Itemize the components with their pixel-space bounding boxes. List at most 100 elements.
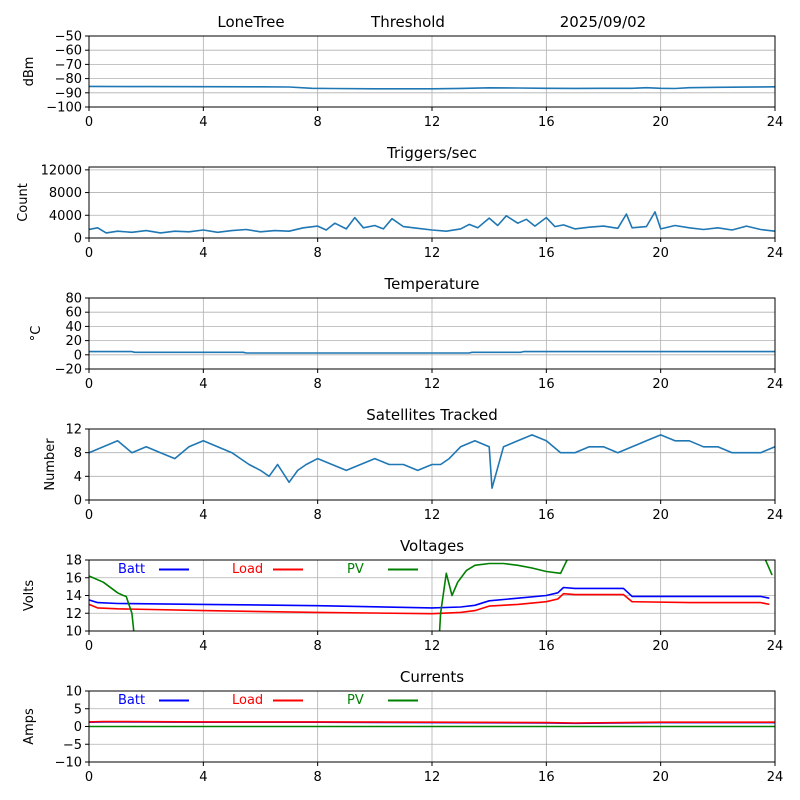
y-tick-label: 16 bbox=[65, 571, 82, 586]
y-tick-label: 12 bbox=[65, 423, 82, 438]
chart-panel-5: 0 4 8 12 16 20 24 10 12 14 16 18 Volts Voltages Batt Lo… bbox=[22, 537, 783, 654]
x-tick-label: 0 bbox=[85, 770, 93, 785]
y-tick-label: −5 bbox=[63, 738, 82, 753]
x-tick-label: 4 bbox=[199, 377, 207, 392]
chart-panel-6: 0 4 8 12 16 20 24 −10 −5 0 5 10 Amps Currents Batt Load… bbox=[22, 668, 783, 785]
y-tick-label: 0 bbox=[74, 232, 82, 247]
x-tick-label: 0 bbox=[85, 639, 93, 654]
x-tick-label: 24 bbox=[767, 508, 784, 523]
x-tick-label: 16 bbox=[538, 377, 555, 392]
series-group bbox=[89, 211, 775, 234]
y-tick-label: 4 bbox=[74, 470, 82, 485]
y-tick-label: 40 bbox=[65, 320, 82, 335]
x-tick-label: 24 bbox=[767, 115, 784, 130]
y-tick-label: 8 bbox=[74, 446, 82, 461]
series-group bbox=[89, 720, 775, 728]
y-tick-label: 18 bbox=[65, 554, 82, 569]
x-tick-label: 12 bbox=[424, 508, 441, 523]
x-tick-label: 8 bbox=[314, 246, 322, 261]
y-tick-label: −60 bbox=[55, 44, 82, 59]
x-tick-label: 0 bbox=[85, 246, 93, 261]
y-tick-label: −70 bbox=[55, 58, 82, 73]
y-axis-label: Count bbox=[16, 183, 31, 222]
x-tick-label: 4 bbox=[199, 508, 207, 523]
x-tick-label: 20 bbox=[652, 508, 669, 523]
series-line-load bbox=[89, 720, 775, 724]
x-tick-label: 8 bbox=[314, 377, 322, 392]
y-tick-label: 14 bbox=[65, 589, 82, 604]
panel-title: Satellites Tracked bbox=[366, 406, 497, 424]
y-tick-label: 8000 bbox=[49, 186, 82, 201]
header-site: LoneTree bbox=[217, 13, 284, 31]
panel-title: Currents bbox=[400, 668, 464, 686]
x-tick-label: 24 bbox=[767, 246, 784, 261]
x-tick-label: 16 bbox=[538, 639, 555, 654]
chart-panel-1: 0 4 8 12 16 20 24 −50−60−70−80−90−100 dBm bbox=[22, 30, 783, 131]
y-tick-label: 0 bbox=[74, 348, 82, 363]
x-tick-label: 4 bbox=[199, 246, 207, 261]
series-group bbox=[89, 85, 775, 90]
x-tick-label: 0 bbox=[85, 508, 93, 523]
y-tick-label: 4000 bbox=[49, 209, 82, 224]
x-tick-label: 8 bbox=[314, 770, 322, 785]
y-tick-label: 20 bbox=[65, 334, 82, 349]
x-tick-label: 20 bbox=[652, 377, 669, 392]
series-group bbox=[89, 434, 775, 490]
x-tick-label: 4 bbox=[199, 115, 207, 130]
y-axis-label: dBm bbox=[22, 57, 37, 87]
y-axis-label: Amps bbox=[22, 708, 37, 745]
x-tick-label: 0 bbox=[85, 377, 93, 392]
series-line bbox=[89, 434, 775, 490]
y-tick-label: 12 bbox=[65, 607, 82, 622]
x-tick-label: 12 bbox=[424, 377, 441, 392]
header-mode: Threshold bbox=[370, 13, 445, 31]
y-tick-label: −10 bbox=[55, 756, 82, 771]
y-tick-label: −80 bbox=[55, 72, 82, 87]
x-tick-label: 4 bbox=[199, 770, 207, 785]
series-group bbox=[89, 350, 775, 354]
x-tick-label: 8 bbox=[314, 639, 322, 654]
chart-panel-4: 0 4 8 12 16 20 24 0 4 8 12 Number Satellites Tracked bbox=[43, 406, 783, 523]
legend-label-load: Load bbox=[232, 693, 263, 708]
series-line-load bbox=[89, 592, 770, 615]
y-tick-label: 12000 bbox=[41, 163, 82, 178]
x-tick-label: 12 bbox=[424, 246, 441, 261]
y-tick-label: 0 bbox=[74, 494, 82, 509]
x-tick-label: 20 bbox=[652, 770, 669, 785]
x-tick-label: 4 bbox=[199, 639, 207, 654]
x-tick-label: 16 bbox=[538, 246, 555, 261]
legend-label-batt: Batt bbox=[118, 693, 145, 708]
y-tick-label: 10 bbox=[65, 685, 82, 700]
y-tick-label: 10 bbox=[65, 625, 82, 640]
x-tick-label: 16 bbox=[538, 508, 555, 523]
y-axis-label: °C bbox=[29, 326, 44, 342]
header-date: 2025/09/02 bbox=[560, 13, 646, 31]
x-tick-label: 16 bbox=[538, 115, 555, 130]
y-tick-label: −50 bbox=[55, 30, 82, 45]
series-line bbox=[89, 211, 775, 234]
x-tick-label: 20 bbox=[652, 115, 669, 130]
x-tick-label: 12 bbox=[424, 639, 441, 654]
y-axis-label: Number bbox=[43, 438, 58, 491]
panel-title: Voltages bbox=[400, 537, 464, 555]
legend-label-batt: Batt bbox=[118, 562, 145, 577]
x-tick-label: 20 bbox=[652, 639, 669, 654]
x-tick-label: 8 bbox=[314, 508, 322, 523]
x-tick-label: 0 bbox=[85, 115, 93, 130]
series-line bbox=[89, 85, 775, 90]
y-axis-label: Volts bbox=[22, 580, 37, 612]
y-tick-label: 60 bbox=[65, 306, 82, 321]
series-line bbox=[89, 350, 775, 354]
legend-label-pv: PV bbox=[347, 693, 364, 708]
x-tick-label: 20 bbox=[652, 246, 669, 261]
x-tick-label: 24 bbox=[767, 639, 784, 654]
legend-label-load: Load bbox=[232, 562, 263, 577]
legend-label-pv: PV bbox=[347, 562, 364, 577]
y-tick-label: 5 bbox=[74, 702, 82, 717]
x-tick-label: 8 bbox=[314, 115, 322, 130]
chart-panel-2: 0 4 8 12 16 20 24 0 4000 8000 12000 Count Triggers/s… bbox=[16, 144, 783, 261]
x-tick-label: 24 bbox=[767, 770, 784, 785]
